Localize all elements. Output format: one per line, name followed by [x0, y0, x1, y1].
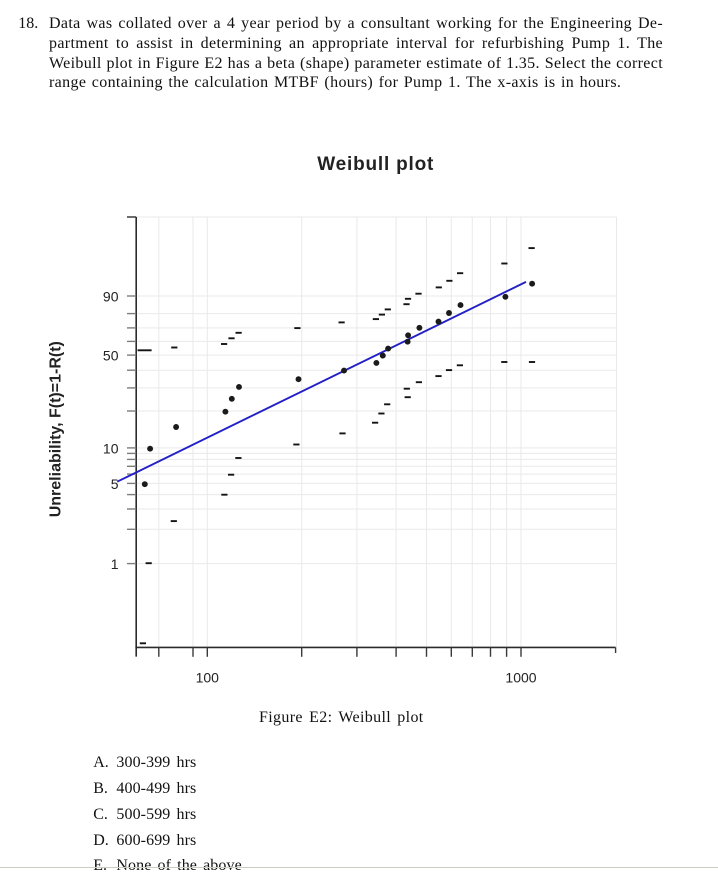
svg-text:Weibull plot: Weibull plot — [317, 154, 434, 175]
svg-text:1000: 1000 — [505, 670, 536, 686]
svg-text:10: 10 — [103, 440, 119, 456]
svg-text:1: 1 — [111, 556, 119, 572]
svg-text:100: 100 — [196, 670, 220, 686]
svg-text:5: 5 — [111, 476, 119, 492]
svg-text:50: 50 — [103, 348, 119, 364]
svg-text:Unreliability, F(t)=1-R(t): Unreliability, F(t)=1-R(t) — [48, 341, 65, 517]
svg-text:90: 90 — [103, 289, 119, 305]
